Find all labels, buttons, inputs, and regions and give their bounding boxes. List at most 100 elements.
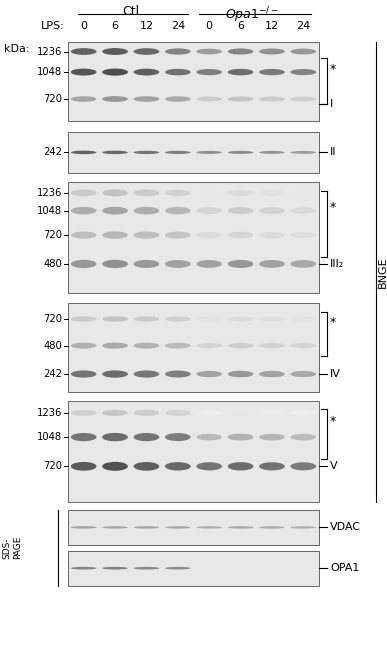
Ellipse shape — [71, 48, 96, 55]
Ellipse shape — [134, 190, 159, 196]
Ellipse shape — [196, 434, 222, 441]
Ellipse shape — [134, 526, 159, 528]
Ellipse shape — [165, 526, 191, 528]
Ellipse shape — [228, 190, 253, 196]
Ellipse shape — [291, 317, 316, 322]
Text: *: * — [330, 415, 336, 428]
Ellipse shape — [228, 343, 253, 348]
Ellipse shape — [196, 151, 222, 154]
Ellipse shape — [259, 371, 285, 377]
Text: 6: 6 — [237, 21, 244, 31]
Ellipse shape — [228, 434, 253, 441]
Bar — [68, 510, 319, 545]
Bar — [68, 401, 319, 502]
Bar — [68, 182, 319, 292]
Ellipse shape — [71, 462, 96, 471]
Ellipse shape — [291, 526, 316, 528]
Ellipse shape — [71, 370, 96, 378]
Ellipse shape — [165, 69, 191, 75]
Ellipse shape — [291, 190, 316, 196]
Text: 242: 242 — [43, 148, 62, 157]
Text: V: V — [330, 462, 337, 471]
Ellipse shape — [134, 231, 159, 239]
Ellipse shape — [102, 68, 128, 75]
Ellipse shape — [196, 49, 222, 55]
Ellipse shape — [134, 260, 159, 268]
Ellipse shape — [228, 370, 253, 377]
Ellipse shape — [165, 410, 191, 416]
Text: Ctl: Ctl — [122, 5, 139, 18]
Ellipse shape — [291, 69, 316, 75]
Ellipse shape — [196, 69, 222, 75]
Bar — [68, 303, 319, 392]
Ellipse shape — [102, 96, 128, 102]
Ellipse shape — [102, 231, 128, 239]
Ellipse shape — [196, 343, 222, 348]
Ellipse shape — [228, 151, 253, 154]
Bar — [68, 42, 319, 121]
Ellipse shape — [102, 433, 128, 441]
Ellipse shape — [259, 69, 285, 75]
Text: 12: 12 — [265, 21, 279, 31]
Ellipse shape — [134, 567, 159, 569]
Text: 720: 720 — [43, 314, 62, 324]
Ellipse shape — [291, 410, 316, 415]
Text: 720: 720 — [43, 462, 62, 471]
Ellipse shape — [259, 190, 285, 196]
Ellipse shape — [228, 410, 253, 416]
Ellipse shape — [134, 343, 159, 348]
Text: 1048: 1048 — [37, 67, 62, 77]
Ellipse shape — [71, 343, 96, 348]
Ellipse shape — [102, 260, 128, 268]
Ellipse shape — [134, 151, 159, 154]
Ellipse shape — [291, 97, 316, 101]
Ellipse shape — [259, 410, 285, 415]
Text: VDAC: VDAC — [330, 523, 361, 532]
Text: SDS-
PAGE: SDS- PAGE — [2, 536, 22, 560]
Text: *: * — [330, 63, 336, 76]
Ellipse shape — [71, 207, 96, 215]
Ellipse shape — [71, 526, 96, 528]
Ellipse shape — [291, 207, 316, 214]
Ellipse shape — [102, 370, 128, 378]
Text: 24: 24 — [296, 21, 310, 31]
Ellipse shape — [71, 260, 96, 268]
Ellipse shape — [71, 410, 96, 416]
Ellipse shape — [71, 433, 96, 441]
Ellipse shape — [71, 96, 96, 102]
Ellipse shape — [259, 232, 285, 239]
Text: 720: 720 — [43, 230, 62, 240]
Ellipse shape — [102, 207, 128, 215]
Ellipse shape — [196, 207, 222, 214]
Ellipse shape — [102, 316, 128, 322]
Ellipse shape — [228, 232, 253, 239]
Ellipse shape — [134, 69, 159, 75]
Text: *: * — [330, 317, 336, 330]
Ellipse shape — [165, 343, 191, 348]
Ellipse shape — [228, 526, 253, 528]
Ellipse shape — [102, 48, 128, 55]
Text: I: I — [330, 99, 333, 109]
Bar — [68, 551, 319, 586]
Ellipse shape — [196, 317, 222, 322]
Text: 242: 242 — [43, 369, 62, 379]
Ellipse shape — [165, 260, 191, 268]
Text: 1236: 1236 — [37, 188, 62, 198]
Ellipse shape — [196, 371, 222, 377]
Ellipse shape — [259, 317, 285, 322]
Ellipse shape — [291, 49, 316, 55]
Ellipse shape — [71, 317, 96, 322]
Ellipse shape — [134, 96, 159, 102]
Ellipse shape — [71, 567, 96, 569]
Ellipse shape — [228, 207, 253, 214]
Text: BNGE: BNGE — [378, 256, 387, 287]
Ellipse shape — [228, 260, 253, 268]
Ellipse shape — [259, 151, 285, 154]
Ellipse shape — [259, 526, 285, 528]
Ellipse shape — [165, 317, 191, 322]
Ellipse shape — [196, 526, 222, 528]
Ellipse shape — [71, 190, 96, 196]
Text: 480: 480 — [43, 259, 62, 269]
Text: LPS:: LPS: — [41, 21, 65, 31]
Ellipse shape — [102, 567, 128, 569]
